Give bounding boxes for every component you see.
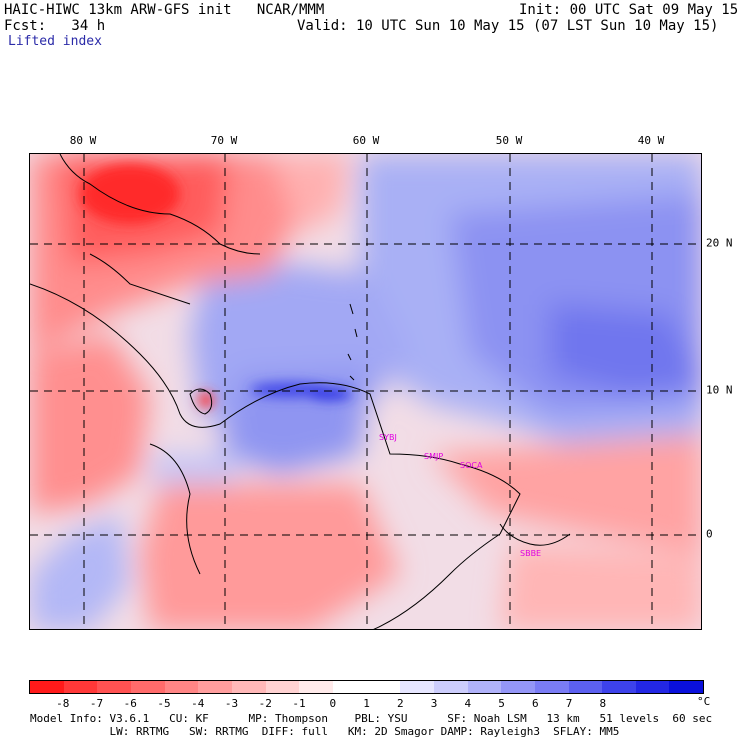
colorbar-swatch (231, 681, 266, 693)
colorbar-tick-label: -3 (224, 697, 239, 710)
colorbar-tick-label: 8 (599, 697, 607, 710)
colorbar-swatch (433, 681, 468, 693)
colorbar-swatch (30, 681, 64, 693)
colorbar-swatch (265, 681, 300, 693)
colorbar-tick-label: -7 (89, 697, 104, 710)
colorbar-tick-label: -4 (191, 697, 205, 710)
colorbar-swatch (501, 681, 535, 693)
colorbar-tick-label: 7 (565, 697, 573, 710)
lat-label-20n: 20 N (706, 236, 733, 250)
lon-label-40w: 40 W (637, 134, 665, 147)
model-info-line2: LW: RRTMG SW: RRTMG DIFF: full KM: 2D Sm… (30, 725, 620, 738)
field-name: Lifted index (8, 34, 102, 49)
colorbar-tick-label: 2 (396, 697, 404, 710)
colorbar-swatch (332, 681, 367, 693)
shaded-field (30, 154, 701, 629)
colorbar-tick-label: -6 (123, 697, 137, 710)
colorbar-tick-label: 4 (464, 697, 472, 710)
colorbar-swatch (669, 681, 704, 693)
colorbar-tick-label: -5 (157, 697, 171, 710)
colorbar-swatch (130, 681, 165, 693)
colorbar-tick-label: 1 (363, 697, 370, 710)
colorbar-swatch (366, 681, 401, 693)
colorbar-tick-label: -8 (56, 697, 70, 710)
colorbar-tick-label: 3 (430, 697, 438, 710)
lon-label-50w: 50 W (495, 134, 523, 147)
colorbar-swatch (198, 681, 232, 693)
colorbar-swatch (299, 681, 333, 693)
coastlines (30, 154, 571, 629)
colorbar-tick-label: -2 (258, 697, 272, 710)
valid-time: Valid: 10 UTC Sun 10 May 15 (07 LST Sun … (297, 18, 719, 34)
init-time: Init: 00 UTC Sat 09 May 15 (519, 2, 739, 18)
forecast-hour: Fcst: 34 h (4, 18, 106, 34)
station-soca: SOCA (460, 461, 483, 470)
colorbar-swatch (97, 681, 131, 693)
colorbar-swatch (568, 681, 603, 693)
colorbar-swatch (400, 681, 434, 693)
colorbar-tick-label: 6 (531, 697, 539, 710)
colorbar-tick-label: 0 (329, 697, 337, 710)
colorbar (29, 680, 704, 694)
station-sybj: SYBJ (379, 433, 397, 442)
colorbar-swatch (602, 681, 636, 693)
model-title: HAIC-HIWC 13km ARW-GFS init NCAR/MMM (4, 2, 325, 18)
lon-label-60w: 60 W (352, 134, 380, 147)
colorbar-swatch (164, 681, 199, 693)
lifted-index-map[interactable]: SYBJ SMJP SOCA SBBE (29, 153, 702, 630)
lat-label-0: 0 (706, 527, 713, 541)
colorbar-swatch (534, 681, 569, 693)
colorbar-unit: °C (697, 695, 711, 708)
model-info-line1: Model Info: V3.6.1 CU: KF MP: Thompson P… (30, 712, 713, 725)
lon-label-70w: 70 W (210, 134, 238, 147)
colorbar-swatch (467, 681, 502, 693)
colorbar-tick-label: -1 (292, 697, 306, 710)
station-smjp: SMJP (424, 452, 444, 461)
graticule (30, 154, 701, 629)
map-svg (30, 154, 701, 629)
lon-label-80w: 80 W (69, 134, 97, 147)
colorbar-swatch (63, 681, 98, 693)
lat-label-10n: 10 N (706, 383, 733, 397)
shaded-detail (80, 164, 352, 408)
colorbar-swatch (635, 681, 670, 693)
station-sbbe: SBBE (520, 549, 542, 558)
colorbar-tick-label: 5 (498, 697, 505, 710)
